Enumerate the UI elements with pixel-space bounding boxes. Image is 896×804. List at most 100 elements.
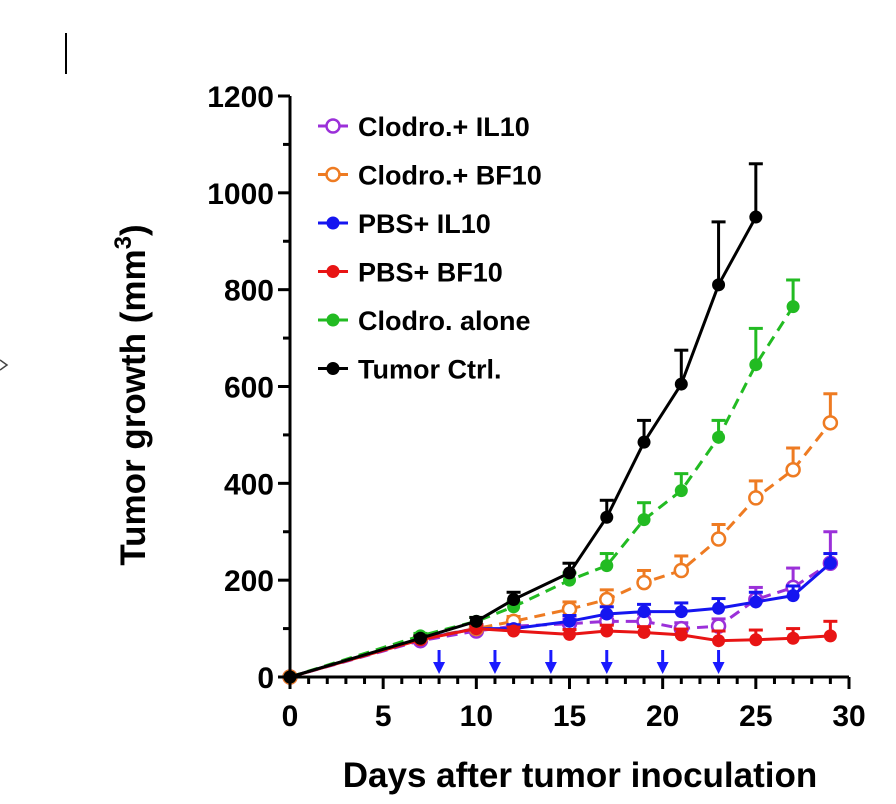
arrow-head bbox=[544, 662, 557, 674]
data-point bbox=[673, 562, 690, 579]
data-point bbox=[599, 591, 615, 608]
data-point bbox=[600, 607, 614, 621]
legend-label: Tumor Ctrl. bbox=[358, 355, 502, 385]
treatment-arrow bbox=[488, 650, 501, 674]
axes-layer: 0 200 400 600 800 1000 1200 0 5 10 15 20 25 30 bbox=[207, 81, 865, 733]
legend-item: Clodro.+ BF10 bbox=[318, 161, 542, 191]
legend-swatch-marker bbox=[325, 118, 341, 134]
legend-swatch-marker bbox=[325, 166, 341, 183]
data-point bbox=[749, 210, 763, 224]
data-point bbox=[749, 358, 763, 372]
treatment-arrow bbox=[600, 650, 613, 674]
y-axis-title-superscript: 3 bbox=[110, 236, 137, 249]
data-point bbox=[786, 300, 800, 314]
series-5 bbox=[283, 162, 763, 684]
data-point bbox=[507, 624, 521, 638]
data-point bbox=[786, 589, 800, 603]
data-point bbox=[637, 435, 651, 449]
data-point bbox=[563, 627, 576, 641]
legend-item: Clodro.+ IL10 bbox=[318, 112, 530, 142]
data-point bbox=[637, 605, 651, 619]
legend-label: Clodro.+ BF10 bbox=[358, 161, 542, 191]
y-tick-label: 600 bbox=[224, 372, 274, 405]
x-tick-label: 5 bbox=[375, 700, 392, 733]
data-point bbox=[636, 574, 652, 591]
data-point bbox=[749, 633, 763, 647]
y-tick-label: 1000 bbox=[207, 178, 274, 211]
data-point bbox=[413, 631, 427, 645]
x-tick-label: 10 bbox=[460, 700, 493, 733]
data-point bbox=[823, 556, 837, 570]
y-tick-label: 1200 bbox=[207, 81, 274, 114]
data-point bbox=[600, 559, 614, 573]
data-point bbox=[600, 510, 614, 524]
data-point bbox=[710, 531, 727, 547]
data-point bbox=[674, 628, 688, 642]
series-layer bbox=[282, 162, 839, 685]
legend-label: Clodro. alone bbox=[358, 306, 531, 336]
legend-label: Clodro.+ IL10 bbox=[358, 112, 530, 142]
treatment-arrow bbox=[656, 650, 669, 674]
x-tick-label: 30 bbox=[832, 700, 865, 733]
legend-label: PBS+ BF10 bbox=[358, 258, 503, 288]
legend-item: Tumor Ctrl. bbox=[318, 355, 502, 385]
data-point bbox=[674, 484, 688, 498]
data-point bbox=[563, 566, 576, 580]
legend-item: PBS+ BF10 bbox=[318, 258, 503, 288]
edge-mark-artifact bbox=[0, 359, 9, 371]
data-point bbox=[674, 605, 688, 619]
data-point bbox=[785, 462, 801, 478]
data-point bbox=[469, 614, 483, 628]
legend-item: PBS+ IL10 bbox=[318, 209, 491, 239]
legend-label: PBS+ IL10 bbox=[358, 209, 491, 239]
y-axis-title-main: Tumor growth (mm bbox=[114, 249, 153, 565]
arrow-head bbox=[712, 662, 725, 674]
legend-swatch-marker bbox=[326, 216, 340, 230]
legend: Clodro.+ IL10 Clodro.+ BF10 PBS+ IL10 PBS+ … bbox=[318, 112, 542, 385]
y-tick-label: 0 bbox=[257, 662, 274, 695]
legend-swatch-marker bbox=[326, 313, 340, 327]
x-tick-label: 20 bbox=[646, 700, 679, 733]
data-point bbox=[637, 513, 651, 527]
data-point bbox=[637, 625, 651, 639]
x-tick-label: 0 bbox=[282, 700, 299, 733]
data-point bbox=[600, 624, 614, 638]
data-point bbox=[823, 629, 837, 643]
arrow-head bbox=[600, 662, 613, 674]
series-line bbox=[289, 561, 832, 679]
y-tick-label: 400 bbox=[224, 468, 274, 501]
arrows-layer bbox=[433, 650, 725, 674]
y-axis-title: Tumor growth (mm3) bbox=[110, 224, 153, 565]
data-point bbox=[712, 634, 726, 648]
x-tick-label: 15 bbox=[553, 700, 586, 733]
data-point bbox=[712, 278, 726, 292]
series-2 bbox=[283, 552, 838, 684]
x-tick-label: 25 bbox=[739, 700, 772, 733]
data-point bbox=[749, 595, 763, 609]
legend-swatch-marker bbox=[326, 265, 340, 278]
data-point bbox=[507, 593, 521, 607]
series-line bbox=[289, 562, 832, 679]
arrow-head bbox=[488, 662, 501, 674]
legend-item: Clodro. alone bbox=[318, 306, 531, 336]
arrow-head bbox=[656, 662, 669, 674]
treatment-arrow bbox=[712, 650, 725, 674]
data-point bbox=[822, 415, 839, 431]
data-point bbox=[563, 614, 576, 628]
data-point bbox=[748, 490, 764, 506]
data-point bbox=[561, 601, 578, 617]
data-point bbox=[674, 377, 688, 391]
treatment-arrow bbox=[544, 650, 557, 674]
data-point bbox=[712, 430, 726, 444]
y-axis-title-close: ) bbox=[114, 224, 153, 236]
series-line bbox=[289, 216, 758, 679]
y-tick-label: 800 bbox=[224, 275, 274, 308]
y-tick-label: 200 bbox=[224, 565, 274, 598]
treatment-arrow bbox=[433, 650, 446, 674]
arrow-head bbox=[433, 662, 446, 674]
data-point bbox=[712, 601, 726, 615]
data-point bbox=[786, 631, 800, 645]
legend-swatch-marker bbox=[326, 362, 340, 375]
plot-area: 0 200 400 600 800 1000 1200 0 5 10 15 20 25 30 Clodro… bbox=[207, 81, 865, 733]
